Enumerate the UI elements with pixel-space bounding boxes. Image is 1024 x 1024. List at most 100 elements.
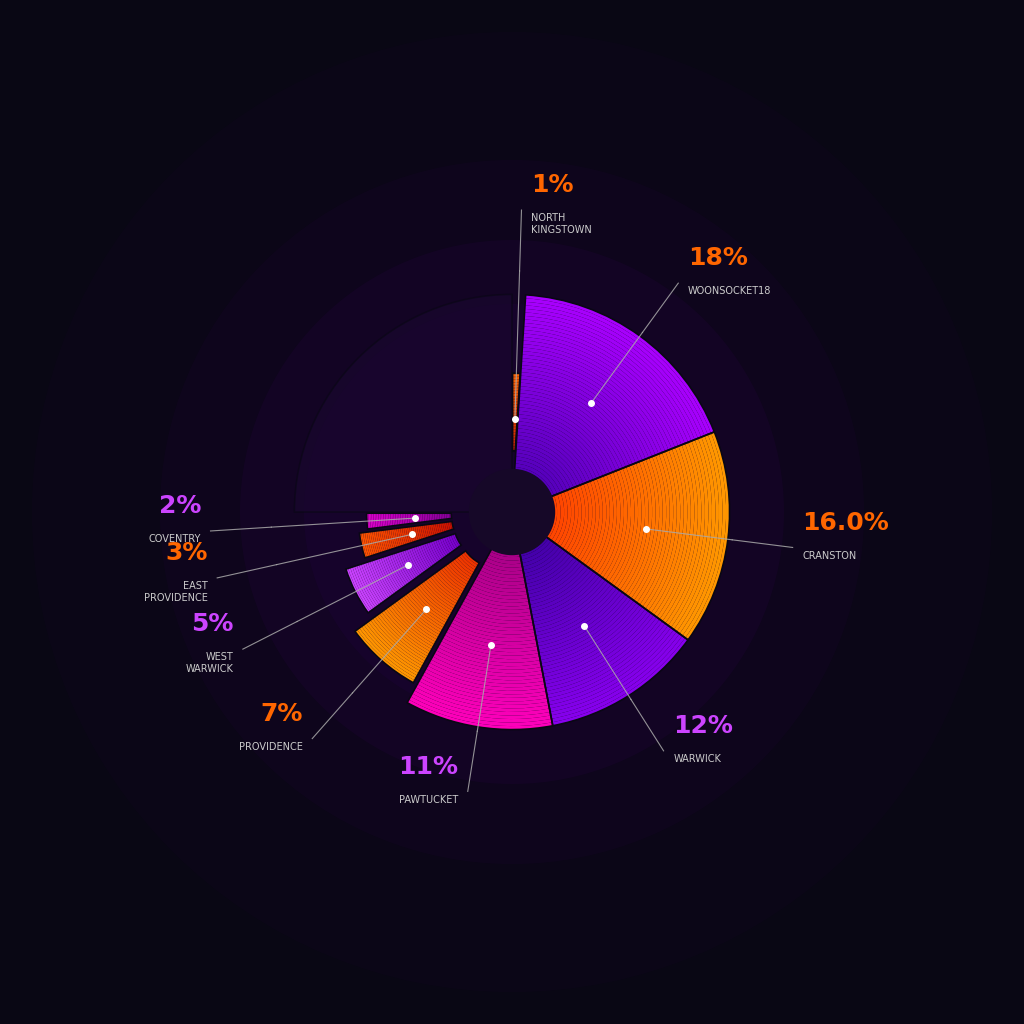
Wedge shape (449, 521, 452, 530)
Wedge shape (527, 559, 580, 594)
Text: WARWICK: WARWICK (673, 754, 721, 764)
Wedge shape (480, 567, 524, 579)
Wedge shape (529, 565, 589, 605)
Wedge shape (441, 567, 466, 589)
Wedge shape (366, 622, 421, 671)
Wedge shape (423, 544, 435, 565)
Wedge shape (539, 596, 631, 656)
Wedge shape (513, 422, 517, 423)
Wedge shape (521, 354, 658, 456)
Wedge shape (364, 563, 385, 602)
Wedge shape (457, 610, 534, 628)
Wedge shape (551, 493, 564, 543)
Wedge shape (668, 439, 709, 628)
Wedge shape (513, 428, 517, 429)
Wedge shape (406, 513, 408, 524)
Text: 18%: 18% (688, 247, 748, 270)
Wedge shape (400, 513, 402, 524)
Wedge shape (392, 513, 394, 526)
Wedge shape (386, 607, 433, 649)
Wedge shape (671, 438, 712, 630)
Wedge shape (395, 513, 398, 525)
Text: NORTH
KINGSTOWN: NORTH KINGSTOWN (531, 213, 592, 234)
Wedge shape (560, 488, 574, 549)
Wedge shape (432, 573, 461, 599)
Wedge shape (413, 513, 415, 523)
Wedge shape (409, 696, 552, 726)
Wedge shape (441, 513, 443, 520)
Wedge shape (419, 678, 548, 705)
Wedge shape (548, 626, 671, 705)
Wedge shape (408, 549, 422, 574)
Wedge shape (565, 486, 582, 553)
Wedge shape (515, 453, 567, 492)
Wedge shape (421, 582, 455, 611)
Wedge shape (515, 467, 554, 497)
Wedge shape (387, 513, 389, 526)
Wedge shape (623, 461, 652, 594)
Wedge shape (682, 433, 726, 638)
Wedge shape (394, 553, 411, 583)
Wedge shape (520, 383, 633, 466)
Wedge shape (680, 434, 723, 636)
Wedge shape (548, 624, 668, 701)
Wedge shape (372, 513, 375, 528)
Wedge shape (458, 607, 532, 624)
Wedge shape (427, 542, 439, 563)
Wedge shape (377, 513, 379, 527)
Wedge shape (611, 466, 638, 586)
Wedge shape (522, 341, 672, 450)
Text: 16.0%: 16.0% (802, 511, 889, 535)
Wedge shape (616, 463, 645, 590)
Wedge shape (437, 644, 541, 667)
Wedge shape (370, 513, 373, 528)
Wedge shape (513, 383, 519, 384)
Wedge shape (524, 319, 691, 442)
Wedge shape (546, 496, 557, 539)
Wedge shape (442, 538, 452, 553)
Wedge shape (488, 552, 521, 560)
Wedge shape (518, 408, 609, 475)
Wedge shape (513, 441, 516, 443)
Wedge shape (551, 634, 682, 719)
Wedge shape (414, 547, 428, 570)
Wedge shape (513, 413, 518, 414)
Wedge shape (527, 561, 583, 598)
Wedge shape (614, 464, 642, 588)
Wedge shape (441, 638, 540, 659)
Wedge shape (419, 583, 453, 613)
Wedge shape (546, 617, 659, 691)
Wedge shape (434, 513, 436, 520)
Wedge shape (431, 513, 433, 521)
Text: WEST
WARWICK: WEST WARWICK (185, 652, 233, 674)
Wedge shape (513, 438, 516, 440)
Wedge shape (531, 571, 597, 615)
Wedge shape (396, 528, 402, 547)
Text: 7%: 7% (260, 701, 303, 726)
Wedge shape (631, 457, 663, 601)
Wedge shape (513, 420, 517, 422)
Wedge shape (410, 548, 424, 573)
Wedge shape (439, 513, 441, 520)
Wedge shape (481, 564, 523, 574)
Wedge shape (443, 565, 467, 587)
Wedge shape (538, 592, 626, 649)
Wedge shape (513, 446, 515, 449)
Wedge shape (428, 513, 430, 521)
Wedge shape (544, 613, 654, 684)
Wedge shape (516, 439, 581, 486)
Wedge shape (441, 522, 444, 532)
Wedge shape (529, 567, 591, 608)
Wedge shape (361, 563, 383, 603)
Wedge shape (470, 586, 528, 599)
Wedge shape (522, 344, 669, 452)
Wedge shape (519, 396, 620, 471)
Wedge shape (461, 553, 478, 567)
Wedge shape (550, 632, 680, 716)
Wedge shape (518, 411, 606, 476)
Wedge shape (414, 513, 417, 523)
Wedge shape (513, 423, 517, 425)
Wedge shape (513, 434, 516, 435)
Wedge shape (383, 556, 401, 590)
Wedge shape (528, 563, 586, 601)
